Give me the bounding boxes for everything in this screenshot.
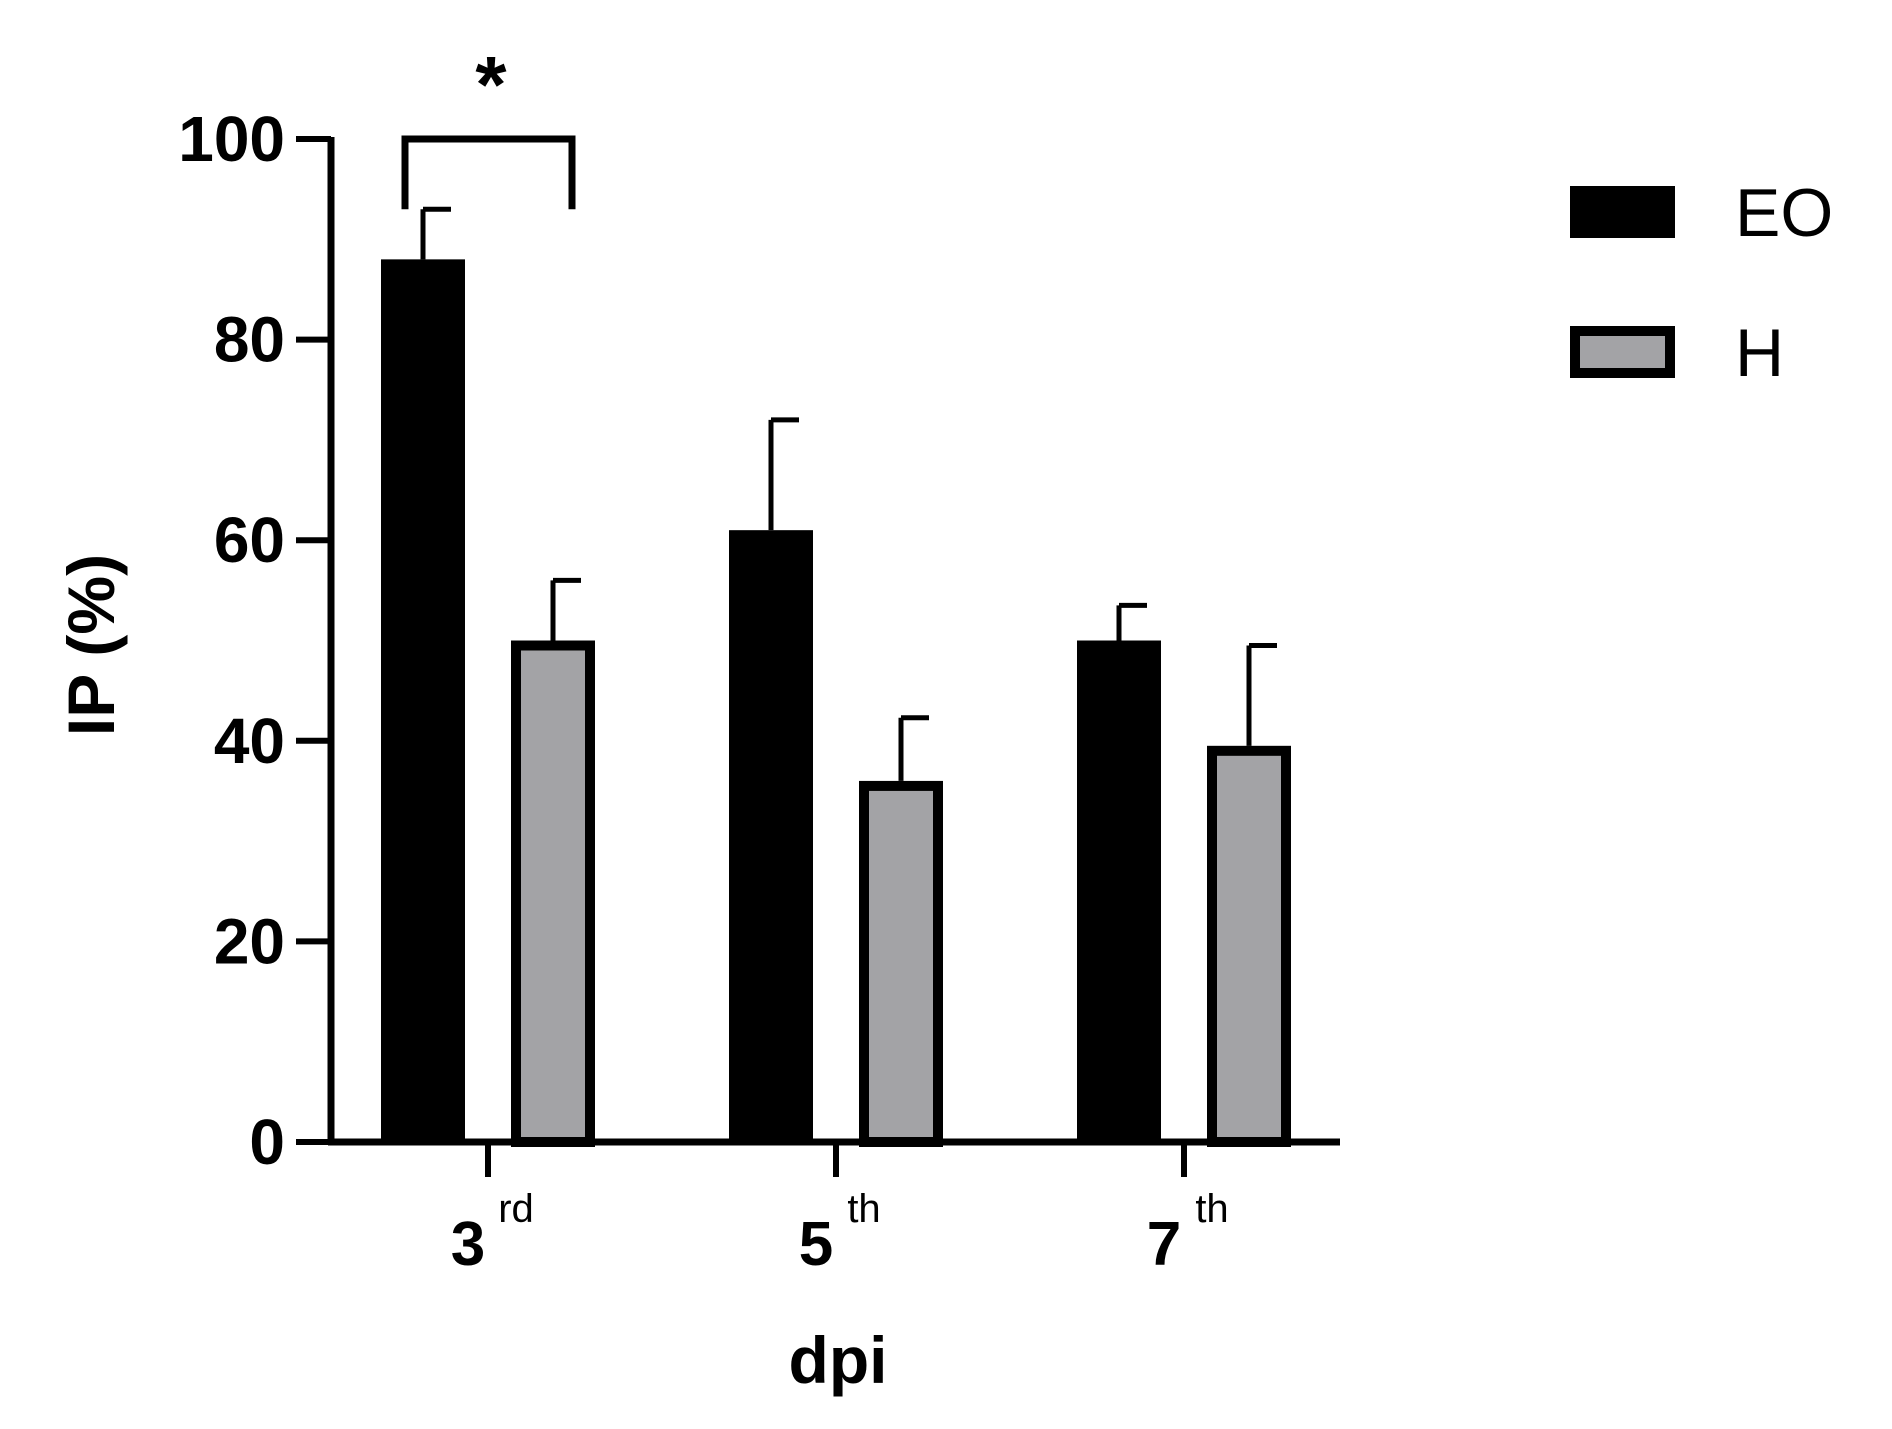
x-tick-label-sup-1: th (847, 1187, 880, 1231)
legend-swatch-eo (1570, 186, 1675, 238)
x-tick-label-1: 5 (799, 1210, 833, 1279)
significance-marker: * (475, 40, 507, 129)
x-axis-title: dpi (789, 1323, 888, 1397)
bar-h-1 (859, 780, 943, 1147)
bar-eo-2 (1077, 640, 1161, 1142)
x-tick-label-sup-0: rd (498, 1187, 534, 1231)
error-bar-eo-1 (768, 417, 799, 531)
y-tick-label-80: 80 (214, 304, 285, 376)
legend-swatch-h (1570, 326, 1675, 378)
error-bar-eo-0 (420, 206, 451, 260)
legend-label-eo: EO (1735, 175, 1833, 251)
significance-bracket (401, 135, 576, 210)
x-tick-label-2: 7 (1147, 1210, 1181, 1279)
error-bar-h-2 (1246, 643, 1277, 746)
y-tick-label-40: 40 (214, 705, 285, 777)
y-tick-label-0: 0 (249, 1106, 285, 1178)
x-tick-label-0: 3 (451, 1210, 485, 1279)
error-bar-h-0 (550, 577, 581, 641)
y-tick-label-20: 20 (214, 905, 285, 977)
y-axis-title: IP (%) (54, 554, 128, 736)
bar-h-2 (1207, 745, 1291, 1147)
bar-eo-1 (729, 530, 813, 1142)
bar-eo-0 (381, 259, 465, 1142)
x-tick-label-sup-2: th (1195, 1187, 1228, 1231)
error-bar-eo-2 (1116, 602, 1147, 641)
y-tick-label-100: 100 (178, 103, 285, 175)
bar-h-0 (511, 640, 595, 1147)
error-bar-h-1 (898, 715, 929, 781)
y-tick-label-60: 60 (214, 504, 285, 576)
legend-label-h: H (1735, 315, 1784, 391)
legend: EO H (1570, 175, 1833, 391)
